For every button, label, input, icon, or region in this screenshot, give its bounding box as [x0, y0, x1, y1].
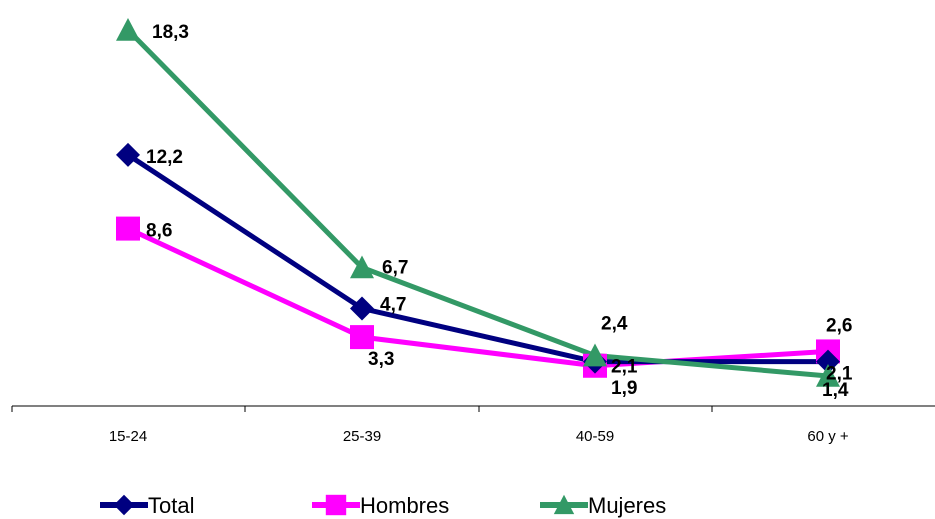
legend: Total Hombres Mujeres: [100, 493, 666, 518]
data-point-hombres: [350, 325, 374, 350]
data-label-hombres: 1,9: [611, 378, 637, 399]
data-labels: 12,2 4,7 2,1 2,1 8,6 3,3 1,9 2,6 18,3 6,7 2,4 1,4: [146, 22, 853, 401]
legend-marker-mujeres: [553, 494, 575, 515]
legend-label-total: Total: [148, 493, 194, 518]
data-point-total: [116, 142, 140, 167]
legend-marker-total: [113, 494, 135, 516]
data-label-mujeres: 18,3: [152, 22, 189, 43]
x-axis-ticks: [11, 406, 713, 412]
x-tick-label: 25-39: [343, 428, 381, 445]
legend-label-hombres: Hombres: [360, 493, 449, 518]
data-label-hombres: 3,3: [368, 349, 394, 370]
data-label-hombres: 8,6: [146, 221, 172, 242]
data-point-mujeres: [583, 343, 607, 367]
data-point-mujeres: [350, 255, 374, 279]
data-label-mujeres: 2,4: [601, 314, 628, 335]
data-label-hombres: 2,6: [826, 315, 852, 336]
data-point-mujeres: [816, 364, 840, 387]
x-tick-label: 60 y +: [807, 428, 849, 445]
data-point-total: [350, 296, 374, 321]
legend-marker-hombres: [325, 494, 347, 516]
series-markers: [116, 18, 840, 387]
series-lines: [126, 28, 829, 379]
x-tick-label: 15-24: [109, 428, 147, 445]
series-line-hombres: [126, 226, 829, 369]
data-label-mujeres: 6,7: [382, 257, 408, 278]
series-line-mujeres: [126, 28, 829, 379]
legend-label-mujeres: Mujeres: [588, 493, 666, 518]
data-label-total: 2,1: [611, 357, 638, 378]
data-point-total: [816, 349, 840, 374]
data-label-total: 12,2: [146, 147, 183, 168]
data-label-mujeres: 1,4: [822, 380, 849, 401]
data-label-total: 4,7: [380, 294, 406, 315]
x-axis-tick-labels: 15-24 25-39 40-59 60 y +: [109, 428, 849, 445]
data-point-mujeres: [116, 18, 140, 41]
data-point-hombres: [116, 216, 140, 241]
series-line-total: [126, 152, 828, 365]
x-tick-label: 40-59: [576, 428, 614, 445]
data-label-total: 2,1: [826, 364, 853, 385]
